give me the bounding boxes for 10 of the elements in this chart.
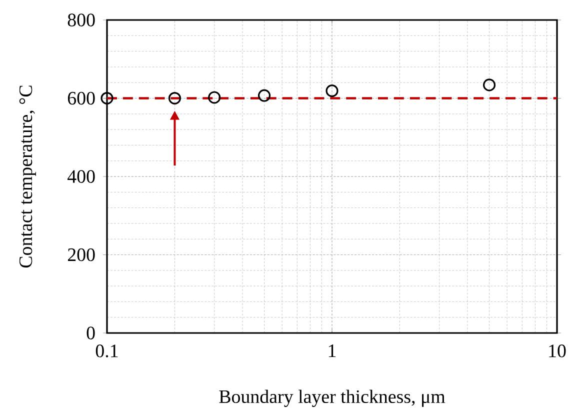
y-tick-label: 0 [86,326,95,340]
y-tick-label: 600 [68,92,95,105]
y-tick-label: 200 [68,248,95,262]
x-tick-label: 0.1 [96,344,118,358]
x-tick-label: 10 [549,344,566,358]
y-tick-label: 800 [68,14,95,26]
x-axis-title: Boundary layer thickness, μm [219,390,446,407]
x-tick-label: 1 [328,344,336,358]
y-tick-label: 400 [68,170,95,183]
y-axis-title: Contact temperature, °C [19,86,36,268]
